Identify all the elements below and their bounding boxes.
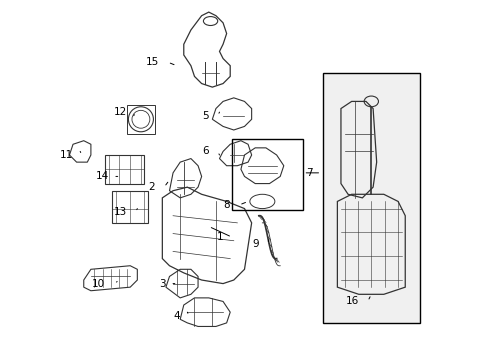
Text: 2: 2: [148, 182, 155, 192]
Text: 6: 6: [202, 147, 208, 157]
Bar: [323, 73, 419, 323]
Text: 14: 14: [95, 171, 108, 181]
Text: 15: 15: [145, 57, 159, 67]
Text: 9: 9: [252, 239, 258, 249]
Text: 16: 16: [345, 296, 358, 306]
Text: 13: 13: [113, 207, 126, 217]
Text: 4: 4: [173, 311, 180, 321]
Text: 3: 3: [159, 279, 165, 289]
Text: 1: 1: [216, 232, 223, 242]
Text: 8: 8: [223, 200, 230, 210]
Text: 12: 12: [113, 107, 126, 117]
Bar: [231, 139, 303, 210]
Text: 11: 11: [60, 150, 73, 160]
Text: 7: 7: [305, 168, 312, 178]
Text: 5: 5: [202, 111, 208, 121]
Text: 10: 10: [92, 279, 105, 289]
